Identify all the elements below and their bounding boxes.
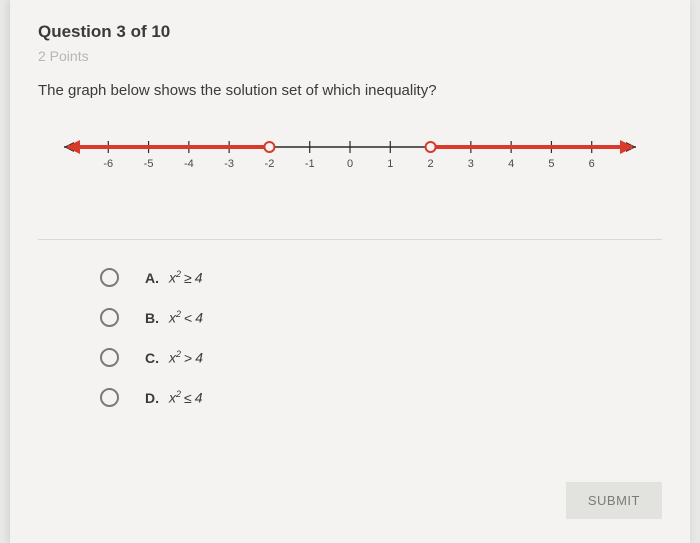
question-points: 2 Points	[38, 48, 662, 64]
numberline-svg: -6 -5 -4 -3 -2 -1 0 1 2 3 4 5 6	[50, 129, 650, 184]
choice-letter: A.	[145, 270, 159, 286]
submit-button[interactable]: SUBMIT	[566, 482, 662, 519]
svg-text:-4: -4	[184, 158, 194, 170]
choice-letter: C.	[145, 350, 159, 366]
svg-text:-3: -3	[224, 158, 234, 170]
svg-text:5: 5	[548, 158, 554, 170]
svg-text:2: 2	[428, 158, 434, 170]
svg-text:6: 6	[589, 158, 595, 170]
svg-text:-1: -1	[305, 158, 315, 170]
choice-expression: x2<4	[169, 309, 203, 326]
question-number: Question 3 of 10	[38, 22, 662, 42]
radio-icon	[100, 268, 119, 287]
choice-a[interactable]: A. x2≥4	[100, 268, 662, 287]
radio-icon	[100, 308, 119, 327]
choice-expression: x2>4	[169, 349, 203, 366]
choice-expression: x2≤4	[169, 389, 203, 406]
svg-text:4: 4	[508, 158, 514, 170]
svg-text:-2: -2	[265, 158, 275, 170]
svg-text:3: 3	[468, 158, 474, 170]
question-prompt: The graph below shows the solution set o…	[38, 82, 662, 99]
choice-d[interactable]: D. x2≤4	[100, 388, 662, 407]
choice-c[interactable]: C. x2>4	[100, 348, 662, 367]
choices-group: A. x2≥4 B. x2<4 C. x2>4 D. x2≤4	[100, 268, 662, 407]
choice-expression: x2≥4	[169, 269, 203, 286]
divider	[38, 239, 662, 240]
svg-text:-6: -6	[103, 158, 113, 170]
svg-text:1: 1	[387, 158, 393, 170]
radio-icon	[100, 388, 119, 407]
radio-icon	[100, 348, 119, 367]
choice-letter: B.	[145, 310, 159, 326]
question-card: Question 3 of 10 2 Points The graph belo…	[10, 0, 690, 543]
svg-text:0: 0	[347, 158, 353, 170]
svg-text:-5: -5	[144, 158, 154, 170]
choice-letter: D.	[145, 390, 159, 406]
numberline-graph: -6 -5 -4 -3 -2 -1 0 1 2 3 4 5 6	[50, 129, 650, 184]
choice-b[interactable]: B. x2<4	[100, 308, 662, 327]
